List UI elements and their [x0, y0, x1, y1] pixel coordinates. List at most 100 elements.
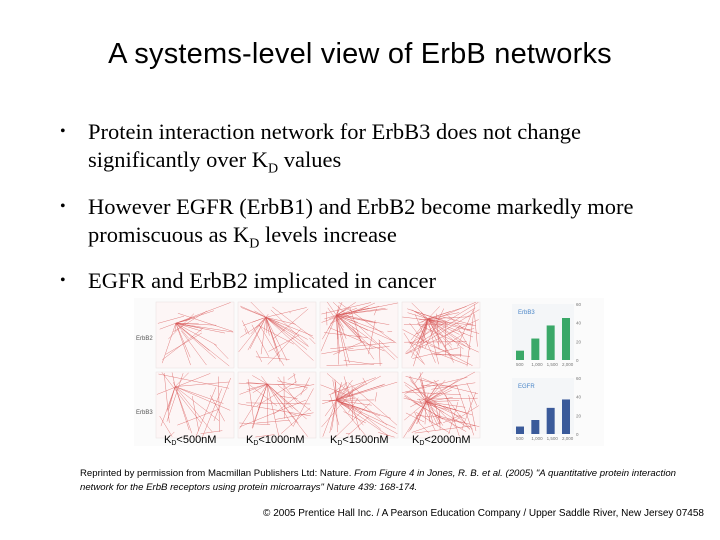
network-edge [414, 425, 476, 434]
credit-source: From Figure 4 in Jones, R. B. et al. (20… [80, 468, 677, 493]
network-edge [466, 328, 475, 331]
network-edge [336, 388, 350, 401]
network-edge [426, 401, 466, 408]
network-edge [159, 322, 176, 330]
network-edge [177, 408, 220, 426]
network-edge [195, 387, 217, 438]
network-edge [427, 318, 480, 334]
network-edge [336, 400, 361, 411]
network-edge [426, 383, 439, 402]
network-edge [336, 314, 369, 331]
network-edge [324, 400, 337, 417]
network-edge [181, 330, 207, 366]
network-edge [427, 318, 464, 350]
network-edge [336, 381, 398, 401]
network-edge [293, 373, 297, 384]
network-edge [336, 398, 356, 401]
bullet-dot-icon: • [60, 272, 66, 289]
network-edge [413, 402, 467, 432]
network-edge [405, 380, 439, 394]
network-edge [426, 384, 457, 402]
chart-bar [562, 399, 570, 434]
network-edge [265, 307, 307, 318]
network-edge [426, 397, 453, 402]
network-edge [409, 350, 424, 364]
network-edge [336, 400, 338, 433]
chart-ytick-label: 40 [576, 321, 582, 326]
network-edge [411, 422, 442, 433]
network-edge [456, 384, 475, 436]
copyright-notice: © 2005 Prentice Hall Inc. / A Pearson Ed… [263, 508, 704, 519]
network-edge [324, 332, 368, 338]
network-edge [457, 309, 474, 347]
network-edge [326, 311, 328, 326]
chart-ytick-label: 60 [576, 376, 582, 381]
erbb3-bar-chart: ErbB3 0 20 40 60 500 1,000 1,500 2,000 [512, 302, 582, 367]
network-panel [237, 301, 317, 369]
network-edge [177, 313, 233, 332]
network-edge [421, 311, 440, 346]
network-edge [214, 344, 229, 359]
network-edge [161, 323, 177, 364]
chart-ytick-label: 0 [576, 432, 579, 437]
bullet-text-tail: levels increase [259, 221, 397, 247]
network-edge [287, 374, 296, 380]
network-edge [173, 310, 208, 332]
network-edge [426, 389, 452, 402]
network-edge [335, 402, 371, 437]
network-edge [238, 317, 267, 353]
network-edge [289, 311, 291, 314]
network-edge [265, 317, 309, 347]
network-edge [403, 401, 427, 438]
network-edge [426, 401, 441, 417]
network-edge [267, 383, 293, 410]
network-edge [405, 320, 441, 353]
bullet-text: However EGFR (ErbB1) and ErbB2 become ma… [88, 193, 634, 247]
network-panel [319, 371, 399, 439]
network-edge [246, 402, 311, 405]
network-edge [404, 341, 467, 343]
network-edge [378, 340, 381, 366]
network-edge [277, 376, 298, 404]
network-edge [210, 394, 225, 422]
network-edge [265, 317, 296, 335]
network-edge [425, 392, 429, 402]
network-edge [442, 316, 474, 326]
network-edge [402, 329, 473, 366]
network-edge [265, 317, 270, 336]
network-edge [426, 379, 459, 402]
network-edge [321, 348, 354, 355]
network-edge [267, 383, 299, 412]
network-edge [175, 322, 202, 332]
network-edge [265, 317, 288, 361]
network-edge [322, 400, 337, 437]
network-edge [261, 376, 268, 385]
chart-xtick-label: 1,500 [547, 362, 559, 367]
network-edge [240, 305, 267, 318]
network-edge [167, 386, 176, 412]
network-edge [427, 318, 452, 346]
network-edge [175, 386, 224, 404]
network-edge [330, 341, 396, 350]
network-edge [426, 400, 460, 402]
network-edge [320, 315, 337, 352]
figure-credit: Reprinted by permission from Macmillan P… [80, 467, 680, 495]
network-edge [409, 318, 429, 348]
network-edge [175, 322, 217, 326]
network-edge [421, 385, 458, 387]
network-edge [265, 317, 278, 349]
network-edge [427, 318, 472, 348]
chart-xtick-label: 2,000 [562, 362, 574, 367]
network-edge [288, 412, 297, 416]
network-edge [336, 380, 353, 401]
network-edge [404, 384, 427, 402]
network-edge [240, 324, 260, 338]
network-edge [336, 375, 381, 401]
network-edge [343, 360, 375, 365]
network-edge [331, 382, 347, 394]
network-edge [336, 400, 396, 429]
row-label-erbb3: ErbB3 [136, 410, 153, 416]
network-panel-bg [155, 301, 235, 369]
network-edge [175, 386, 220, 422]
